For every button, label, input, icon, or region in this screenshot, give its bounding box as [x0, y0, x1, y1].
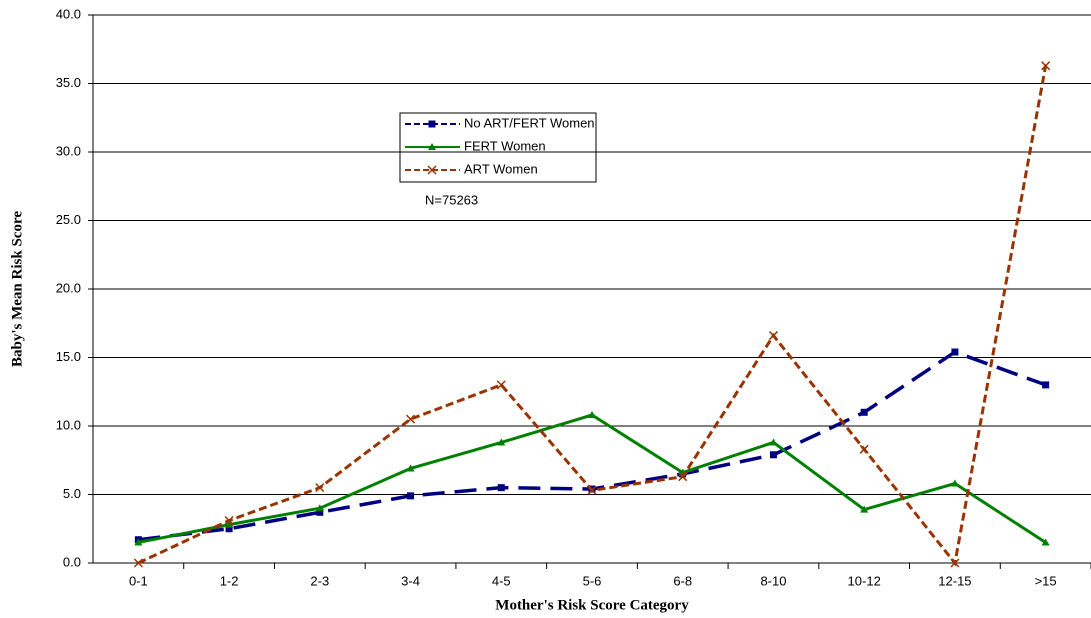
x-axis-label: Mother's Risk Score Category: [495, 597, 689, 613]
marker: [1041, 61, 1051, 71]
x-tick-label: 1-2: [220, 573, 239, 588]
marker: [859, 444, 869, 454]
marker: [224, 515, 234, 526]
y-axis-label: Baby's Mean Risk Score: [9, 211, 25, 367]
y-tick-label: 35.0: [56, 75, 81, 90]
marker: [587, 485, 597, 495]
y-tick-label: 5.0: [63, 486, 81, 501]
marker: [1042, 381, 1050, 389]
legend-label: FERT Women: [464, 138, 546, 153]
marker: [427, 165, 437, 175]
x-tick-label: 10-12: [848, 573, 881, 588]
marker: [315, 483, 325, 493]
marker: [769, 451, 777, 459]
marker: [860, 505, 869, 513]
y-tick-label: 10.0: [56, 417, 81, 432]
legend-label: No ART/FERT Women: [464, 115, 595, 130]
marker: [407, 492, 415, 500]
y-tick-label: 40.0: [56, 6, 81, 21]
y-tick-label: 0.0: [63, 554, 81, 569]
x-tick-label: 4-5: [492, 573, 511, 588]
marker: [406, 464, 415, 472]
y-tick-label: 20.0: [56, 280, 81, 295]
marker: [1041, 538, 1050, 546]
marker: [678, 472, 688, 482]
x-tick-label: 5-6: [583, 573, 602, 588]
marker: [315, 504, 324, 512]
series-line: [138, 413, 1047, 544]
series-line: [138, 350, 1047, 542]
marker: [497, 438, 506, 446]
marker: [950, 479, 959, 487]
legend-label: ART Women: [464, 161, 538, 176]
x-tick-label: >15: [1035, 573, 1057, 588]
marker: [316, 508, 324, 516]
marker: [768, 331, 778, 341]
x-tick-label: 12-15: [938, 573, 971, 588]
x-tick-label: 0-1: [129, 573, 148, 588]
marker: [133, 558, 143, 568]
marker: [406, 414, 416, 424]
x-tick-label: 3-4: [401, 573, 420, 588]
y-tick-label: 25.0: [56, 212, 81, 227]
marker: [860, 408, 868, 416]
annotation: N=75263: [425, 192, 478, 207]
x-tick-label: 2-3: [310, 573, 329, 588]
marker: [134, 538, 143, 546]
marker: [428, 143, 436, 150]
marker: [497, 484, 505, 492]
marker: [428, 120, 436, 128]
y-tick-label: 30.0: [56, 143, 81, 158]
marker: [951, 348, 959, 356]
marker: [950, 558, 960, 568]
marker: [225, 525, 233, 533]
marker: [769, 438, 778, 446]
marker: [225, 520, 234, 528]
marker: [496, 380, 506, 390]
marker: [588, 411, 596, 419]
x-tick-label: 8-10: [760, 573, 786, 588]
x-tick-label: 6-8: [673, 573, 692, 588]
y-tick-label: 15.0: [56, 349, 81, 364]
